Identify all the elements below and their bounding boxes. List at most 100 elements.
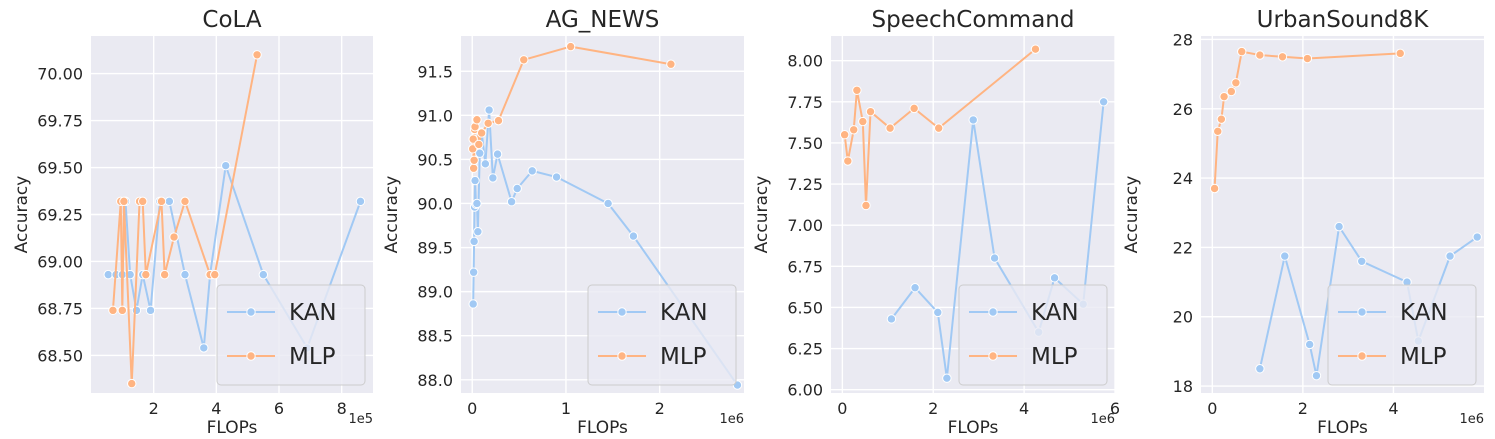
- data-point-mlp: [108, 305, 118, 316]
- data-point-mlp: [843, 156, 853, 166]
- x-axis-offset-label: 1e5: [348, 412, 373, 427]
- data-point-kan: [968, 115, 978, 125]
- data-point-kan: [468, 267, 479, 277]
- y-tick-label: 88.0: [417, 371, 453, 390]
- y-tick-label: 91.0: [417, 106, 453, 125]
- chart-title: AG_NEWS: [546, 7, 660, 33]
- data-point-kan: [933, 307, 943, 318]
- chart-title: SpeechCommand: [872, 7, 1075, 33]
- x-axis-label: FLOPs: [1317, 418, 1368, 438]
- data-point-mlp: [117, 305, 128, 316]
- data-point-mlp: [156, 196, 167, 207]
- y-tick-label: 69.75: [37, 112, 83, 131]
- data-point-mlp: [858, 116, 868, 127]
- y-tick-label: 90.0: [417, 194, 453, 213]
- data-point-kan: [1334, 221, 1344, 232]
- data-point-mlp: [169, 232, 179, 242]
- data-point-mlp: [519, 55, 529, 65]
- data-point-kan: [145, 305, 156, 316]
- series-mlp: [468, 41, 676, 173]
- legend-label-mlp: MLP: [289, 344, 336, 370]
- data-point-mlp: [469, 155, 479, 165]
- data-point-kan: [468, 299, 478, 309]
- x-axis-offset-label: 1e6: [719, 412, 744, 427]
- x-tick-label: 1: [561, 399, 571, 418]
- legend-label-kan: KAN: [1400, 300, 1448, 326]
- data-point-mlp: [159, 269, 170, 280]
- y-tick-label: 20: [1173, 308, 1193, 327]
- data-point-kan: [942, 373, 952, 383]
- data-point-kan: [1357, 256, 1367, 266]
- data-point-mlp: [468, 134, 478, 144]
- data-point-mlp: [252, 50, 262, 60]
- data-point-kan: [475, 148, 485, 158]
- y-tick-label: 91.5: [417, 62, 453, 81]
- data-point-kan: [473, 226, 483, 237]
- data-point-mlp: [493, 115, 504, 126]
- legend-label-mlp: MLP: [660, 344, 707, 370]
- data-point-mlp: [483, 118, 493, 128]
- data-point-kan: [989, 253, 1000, 263]
- data-point-mlp: [476, 128, 487, 138]
- x-tick-label: 2: [928, 399, 938, 418]
- data-point-mlp: [909, 103, 919, 114]
- legend: KAN MLP: [587, 284, 737, 386]
- data-point-kan: [1445, 251, 1455, 261]
- x-axis-label: FLOPs: [577, 418, 628, 438]
- x-tick-label: 2: [149, 399, 159, 418]
- y-axis-label: Accuracy: [12, 176, 32, 254]
- y-tick-label: 90.5: [417, 150, 453, 169]
- data-point-kan: [472, 198, 482, 209]
- chart-panel-0: 2 4 6 8 68.50 68.75 69.00 69.25 69.50 69.75 70.00 C…: [12, 7, 373, 438]
- data-point-mlp: [861, 200, 871, 211]
- data-point-mlp: [933, 123, 944, 133]
- data-point-mlp: [1226, 86, 1237, 97]
- legend-marker-mlp: [246, 351, 256, 361]
- data-point-kan: [1304, 339, 1315, 350]
- data-point-mlp: [1302, 53, 1313, 64]
- y-tick-label: 28: [1173, 30, 1193, 49]
- data-point-kan: [1472, 232, 1482, 242]
- y-tick-label: 89.5: [417, 239, 453, 258]
- data-point-kan: [512, 183, 522, 194]
- data-point-mlp: [1216, 114, 1227, 124]
- data-point-mlp: [1277, 52, 1288, 62]
- data-point-mlp: [885, 123, 895, 133]
- data-point-mlp: [127, 378, 137, 389]
- data-point-kan: [180, 269, 190, 280]
- y-tick-label: 69.50: [37, 159, 83, 178]
- data-point-mlp: [1213, 126, 1223, 137]
- data-point-mlp: [839, 130, 850, 140]
- legend-marker-kan: [1357, 307, 1367, 317]
- y-tick-label: 22: [1173, 238, 1193, 257]
- data-point-kan: [1280, 251, 1290, 261]
- y-tick-label: 8.00: [787, 52, 823, 71]
- x-axis-offset-label: 1e6: [1459, 412, 1484, 427]
- y-tick-label: 7.25: [787, 175, 823, 194]
- x-tick-label: 0: [467, 399, 477, 418]
- data-point-mlp: [119, 196, 129, 207]
- y-axis-label: Accuracy: [752, 176, 772, 254]
- legend-label-kan: KAN: [289, 300, 337, 326]
- x-tick-label: 2: [1298, 399, 1308, 418]
- data-point-kan: [910, 283, 920, 293]
- data-point-mlp: [865, 106, 876, 117]
- data-point-mlp: [474, 139, 484, 150]
- data-point-kan: [886, 314, 897, 324]
- legend-label-kan: KAN: [1031, 300, 1079, 326]
- y-tick-label: 6.50: [787, 298, 823, 317]
- y-axis-label: Accuracy: [382, 176, 402, 254]
- data-point-kan: [221, 160, 231, 171]
- x-tick-label: 4: [1388, 399, 1398, 418]
- series-kan: [468, 105, 743, 390]
- data-point-kan: [480, 159, 491, 169]
- y-tick-label: 89.0: [417, 283, 453, 302]
- data-point-kan: [164, 196, 175, 207]
- data-point-mlp: [1395, 48, 1405, 59]
- data-point-mlp: [141, 269, 151, 280]
- data-point-mlp: [1209, 183, 1220, 194]
- data-point-kan: [131, 305, 142, 316]
- data-point-mlp: [472, 115, 482, 125]
- y-tick-label: 24: [1173, 169, 1193, 188]
